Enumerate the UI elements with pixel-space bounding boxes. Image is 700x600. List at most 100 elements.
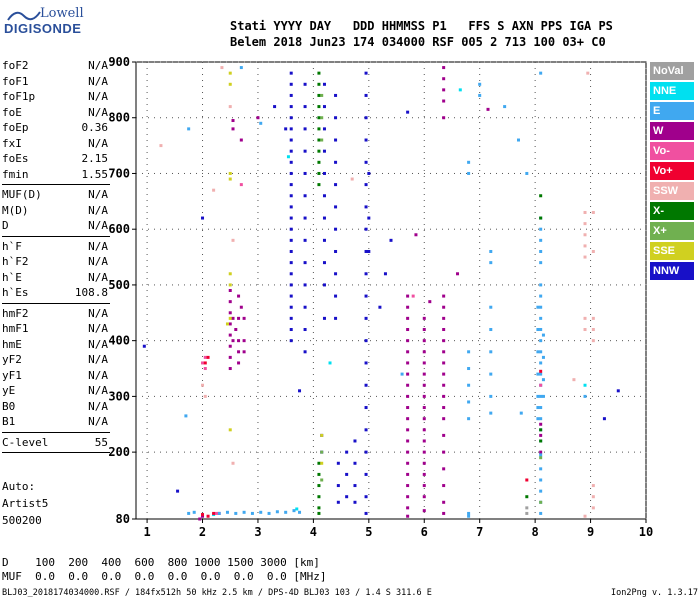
grid-dot	[280, 340, 281, 342]
grid-dot	[616, 61, 617, 63]
grid-dot	[268, 340, 269, 342]
grid-dot	[532, 340, 533, 342]
grid-dot	[520, 228, 521, 230]
grid-dot	[479, 428, 481, 429]
grid-dot	[146, 122, 148, 123]
grid-dot	[166, 172, 167, 174]
grid-dot	[479, 464, 481, 465]
param-row: hmE N/A	[2, 337, 110, 353]
grid-dot	[645, 362, 647, 363]
data-point-e	[467, 511, 471, 515]
grid-dot	[502, 340, 503, 342]
grid-dot	[368, 164, 370, 165]
data-point-nnw	[289, 116, 293, 120]
grid-dot	[645, 434, 647, 435]
grid-dot	[590, 236, 592, 237]
grid-dot	[598, 451, 599, 453]
data-point-vo-	[203, 361, 207, 365]
grid-dot	[148, 117, 149, 119]
grid-dot	[534, 422, 536, 423]
grid-dot	[202, 350, 204, 351]
grid-dot	[590, 422, 592, 423]
grid-dot	[368, 338, 370, 339]
param-row: yF1 N/A	[2, 368, 110, 384]
grid-dot	[202, 182, 204, 183]
param-row: foF2 N/A	[2, 58, 110, 74]
grid-dot	[442, 172, 443, 174]
grid-dot	[340, 117, 341, 119]
grid-dot	[532, 395, 533, 397]
grid-dot	[238, 228, 239, 230]
grid-dot	[146, 464, 148, 465]
grid-dot	[534, 122, 536, 123]
grid-dot	[146, 218, 148, 219]
data-point-nne	[328, 361, 332, 365]
grid-dot	[340, 228, 341, 230]
grid-dot	[352, 172, 353, 174]
grid-dot	[479, 380, 481, 381]
grid-dot	[146, 452, 148, 453]
data-point-w	[237, 350, 241, 354]
grid-dot	[628, 61, 629, 63]
grid-dot	[645, 290, 647, 291]
data-point-w	[406, 450, 410, 454]
grid-dot	[534, 446, 536, 447]
grid-dot	[645, 92, 647, 93]
grid-dot	[394, 340, 395, 342]
grid-dot	[146, 350, 148, 351]
grid-dot	[274, 451, 275, 453]
grid-dot	[208, 395, 209, 397]
param-value: N/A	[88, 415, 108, 428]
data-point-w	[442, 294, 446, 298]
grid-dot	[368, 290, 370, 291]
grid-dot	[238, 451, 239, 453]
grid-dot	[645, 242, 647, 243]
data-point-sse	[228, 171, 232, 175]
grid-dot	[508, 451, 509, 453]
grid-dot	[496, 395, 497, 397]
grid-dot	[257, 422, 259, 423]
grid-dot	[232, 228, 233, 230]
grid-dot	[274, 61, 275, 63]
param-row: C-level 55	[2, 435, 110, 451]
data-point-e	[467, 400, 471, 404]
grid-dot	[202, 410, 204, 411]
grid-dot	[368, 380, 370, 381]
data-point-e	[234, 511, 238, 515]
data-point-nnw	[142, 344, 146, 348]
grid-dot	[146, 392, 148, 393]
data-point-ssw	[591, 339, 595, 343]
grid-dot	[645, 368, 647, 369]
data-point-w	[239, 305, 243, 309]
grid-dot	[423, 506, 425, 507]
grid-dot	[202, 242, 204, 243]
grid-dot	[645, 302, 647, 303]
data-point-w	[234, 328, 238, 332]
data-point-vo-	[203, 355, 207, 359]
data-point-nnw	[616, 389, 620, 393]
grid-dot	[172, 228, 173, 230]
grid-dot	[406, 228, 407, 230]
data-point-e	[539, 417, 543, 421]
grid-dot	[502, 284, 503, 286]
grid-dot	[590, 182, 592, 183]
data-point-w	[442, 339, 446, 343]
data-point-e	[536, 406, 540, 410]
grid-dot	[423, 158, 425, 159]
grid-dot	[394, 451, 395, 453]
data-point-w	[486, 107, 490, 111]
data-point-nnw	[364, 227, 368, 231]
data-point-ssw	[583, 316, 587, 320]
grid-dot	[412, 284, 413, 286]
data-point-e	[489, 394, 493, 398]
grid-dot	[394, 284, 395, 286]
grid-dot	[368, 248, 370, 249]
grid-dot	[479, 338, 481, 339]
grid-dot	[146, 74, 148, 75]
data-point-x-	[317, 116, 321, 120]
grid-dot	[534, 428, 536, 429]
grid-dot	[257, 62, 259, 63]
grid-dot	[368, 446, 370, 447]
grid-dot	[368, 92, 370, 93]
grid-dot	[202, 314, 204, 315]
